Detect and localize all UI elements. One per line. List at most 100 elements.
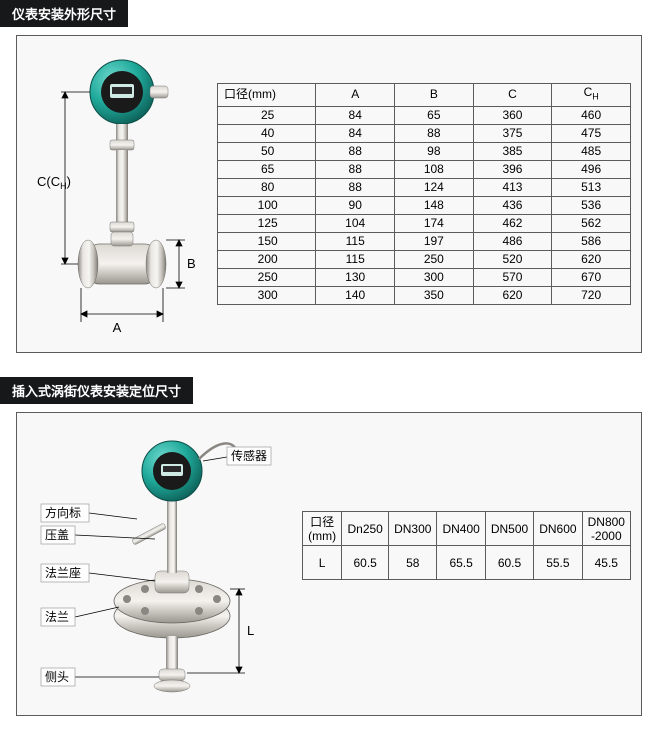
table-cell: 413 bbox=[473, 178, 552, 196]
probe-tip bbox=[159, 669, 185, 681]
table-cell: 570 bbox=[473, 268, 552, 286]
table-cell: 475 bbox=[552, 124, 631, 142]
table-cell: 460 bbox=[552, 106, 631, 124]
table-cell: 250 bbox=[218, 268, 316, 286]
table-cell: 88 bbox=[316, 178, 395, 196]
table-cell: 385 bbox=[473, 142, 552, 160]
table-cell: 88 bbox=[395, 124, 474, 142]
t2-header: DN800 -2000 bbox=[582, 512, 630, 546]
probe-stem bbox=[166, 636, 178, 670]
table-cell: 58 bbox=[389, 546, 437, 580]
diagram2-svg: L 传感器 方向标 压盖 法兰座 bbox=[27, 421, 292, 711]
table-cell: 174 bbox=[395, 214, 474, 232]
table-cell: 90 bbox=[316, 196, 395, 214]
section2-header: 插入式涡街仪表安装定位尺寸 bbox=[0, 377, 193, 404]
probe-flare bbox=[154, 680, 190, 692]
section1-table-wrap: 口径(mm)ABCCH25846536046040848837547550889… bbox=[207, 83, 631, 304]
table-cell: 84 bbox=[316, 106, 395, 124]
table-cell: 462 bbox=[473, 214, 552, 232]
top-port bbox=[111, 232, 133, 246]
section1-header: 仪表安装外形尺寸 bbox=[0, 0, 128, 27]
table-cell: 486 bbox=[473, 232, 552, 250]
label-cover: 压盖 bbox=[45, 528, 69, 542]
table-cell: 45.5 bbox=[582, 546, 630, 580]
collar2 bbox=[110, 222, 134, 232]
collar1 bbox=[110, 140, 134, 150]
table-cell: 150 bbox=[218, 232, 316, 250]
table-cell: 108 bbox=[395, 160, 474, 178]
table-cell: 720 bbox=[552, 286, 631, 304]
table-cell: 100 bbox=[218, 196, 316, 214]
t2-header: DN500 bbox=[485, 512, 533, 546]
handle bbox=[132, 523, 167, 545]
dim-B bbox=[166, 240, 185, 288]
t1-header: C bbox=[473, 84, 552, 106]
label-flange-seat: 法兰座 bbox=[45, 565, 81, 580]
table-cell: 88 bbox=[316, 142, 395, 160]
table-cell: 350 bbox=[395, 286, 474, 304]
t1-header: CH bbox=[552, 84, 631, 106]
table-cell: 396 bbox=[473, 160, 552, 178]
table-row: 250130300570670 bbox=[218, 268, 631, 286]
table-row: 6588108396496 bbox=[218, 160, 631, 178]
table-cell: 620 bbox=[473, 286, 552, 304]
table-cell: 536 bbox=[552, 196, 631, 214]
table-cell: 148 bbox=[395, 196, 474, 214]
table-row: 258465360460 bbox=[218, 106, 631, 124]
neck-top bbox=[116, 124, 128, 140]
table-cell: 586 bbox=[552, 232, 631, 250]
dimension-table-2: 口径 (mm)Dn250DN300DN400DN500DN600DN800 -2… bbox=[302, 511, 631, 580]
t2-header: DN400 bbox=[437, 512, 485, 546]
table-cell: 115 bbox=[316, 232, 395, 250]
label-sensor: 传感器 bbox=[231, 448, 267, 463]
dim-L-label: L bbox=[247, 623, 254, 638]
table-cell: 140 bbox=[316, 286, 395, 304]
dim-C-label: C(CH) bbox=[37, 174, 71, 191]
table-cell: 250 bbox=[395, 250, 474, 268]
table-cell: 124 bbox=[395, 178, 474, 196]
table-row: 408488375475 bbox=[218, 124, 631, 142]
table-cell: 125 bbox=[218, 214, 316, 232]
table-cell: 65.5 bbox=[437, 546, 485, 580]
table-cell: 80 bbox=[218, 178, 316, 196]
table-row: 8088124413513 bbox=[218, 178, 631, 196]
dim-A bbox=[81, 288, 163, 322]
t2-header: DN300 bbox=[389, 512, 437, 546]
label-flange: 法兰 bbox=[45, 610, 69, 624]
table-cell: 115 bbox=[316, 250, 395, 268]
label-probe: 侧头 bbox=[45, 670, 69, 684]
section2-panel: L 传感器 方向标 压盖 法兰座 bbox=[16, 412, 642, 716]
table-cell: 130 bbox=[316, 268, 395, 286]
t1-header: A bbox=[316, 84, 395, 106]
table-cell: 485 bbox=[552, 142, 631, 160]
flow-body bbox=[89, 244, 155, 284]
diagram1-svg: C(CH) B A bbox=[27, 44, 207, 344]
section1-panel: C(CH) B A 口径(mm)ABCCH2584653604 bbox=[16, 35, 642, 353]
table-row: 10090148436536 bbox=[218, 196, 631, 214]
table-cell: 496 bbox=[552, 160, 631, 178]
table-cell: 436 bbox=[473, 196, 552, 214]
table-cell: 60.5 bbox=[485, 546, 533, 580]
table-cell: 25 bbox=[218, 106, 316, 124]
t1-header: B bbox=[395, 84, 474, 106]
table-row: 508898385485 bbox=[218, 142, 631, 160]
section1-title: 仪表安装外形尺寸 bbox=[12, 7, 116, 22]
t2-header: 口径 (mm) bbox=[303, 512, 342, 546]
table-row: 300140350620720 bbox=[218, 286, 631, 304]
table-cell: 513 bbox=[552, 178, 631, 196]
table-cell: L bbox=[303, 546, 342, 580]
table-cell: 55.5 bbox=[534, 546, 582, 580]
gland bbox=[150, 86, 168, 98]
dimension-table-1: 口径(mm)ABCCH25846536046040848837547550889… bbox=[217, 83, 631, 304]
label-direction: 方向标 bbox=[45, 505, 81, 520]
table-row: 150115197486586 bbox=[218, 232, 631, 250]
flange-left bbox=[78, 240, 98, 288]
table-cell: 200 bbox=[218, 250, 316, 268]
table-cell: 520 bbox=[473, 250, 552, 268]
table-cell: 50 bbox=[218, 142, 316, 160]
table-cell: 60.5 bbox=[342, 546, 389, 580]
t2-header: Dn250 bbox=[342, 512, 389, 546]
stem2 bbox=[167, 501, 177, 573]
table-cell: 375 bbox=[473, 124, 552, 142]
lcd-digits bbox=[112, 87, 132, 94]
